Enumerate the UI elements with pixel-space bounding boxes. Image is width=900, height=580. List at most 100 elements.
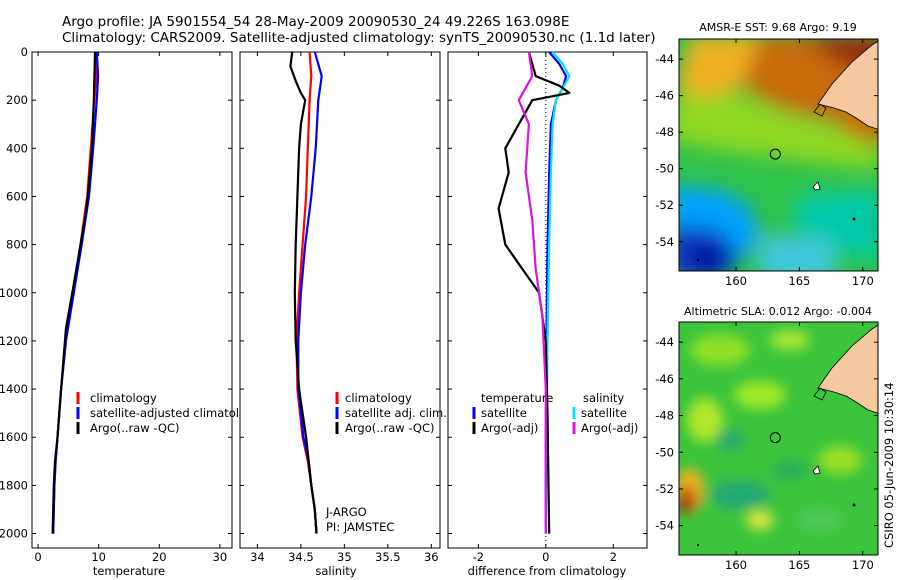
lon-tick-label: 170 [852, 274, 874, 288]
sla-field [679, 322, 878, 555]
figure-title-line1: Argo profile: JA 5901554_54 28-May-2009 … [62, 14, 569, 30]
sst-map-frame [678, 38, 879, 272]
island-dot [852, 503, 856, 507]
lat-tick-label: -48 [655, 125, 674, 139]
profile-location-marker [769, 148, 781, 160]
timestamp-vertical: CSIRO 05-Jun-2009 10:30:14 [882, 382, 896, 548]
sla-map-frame [678, 321, 879, 556]
x-tick-label: 20 [152, 550, 167, 564]
lon-tick-label: 160 [725, 558, 747, 572]
legend-label-satellite-adj: satellite adj. clim. [345, 406, 447, 420]
salinity-legend: climatology satellite adj. clim. Argo(..… [335, 391, 447, 435]
depth-tick-label: 200 [6, 93, 28, 107]
land-new-zealand [817, 324, 878, 414]
lat-tick-label: -54 [655, 519, 674, 533]
legend-label-argo: Argo(..raw -QC) [345, 421, 435, 435]
lat-tick-label: -46 [655, 89, 674, 103]
series-line-black [51, 51, 97, 534]
series-line-black [289, 51, 318, 534]
lat-tick-label: -50 [655, 162, 674, 176]
lat-tick-label: -54 [655, 235, 674, 249]
pi-annotation: PI: JAMSTEC [326, 520, 394, 534]
x-tick-label: 35.5 [375, 550, 401, 564]
legend-header-temperature: temperature [481, 391, 553, 405]
salinity-panel: 34 34.5 35 35.5 36 salinity climatology sate… [239, 51, 447, 578]
island-dot [852, 217, 856, 221]
legend-label-climatology: climatology [90, 391, 157, 405]
difference-x-axis: -2 0 2 [473, 52, 617, 564]
legend-label-argo: Argo(..raw -QC) [90, 421, 180, 435]
salinity-depth-ticks [240, 51, 440, 535]
temperature-axis-label: temperature [93, 564, 165, 578]
x-tick-label: 36 [424, 550, 439, 564]
sst-field [679, 39, 878, 271]
temperature-panel: 0 200 400 600 800 1000 1200 1400 1600 1800 2000 0 1… [0, 45, 260, 578]
profile-location-marker [769, 432, 781, 444]
sst-map-panel: AMSR-E SST: 9.68 Argo: 9.19 -44 -46 -48 -50… [655, 21, 879, 288]
x-tick-label: -2 [473, 550, 484, 564]
legend-label-climatology: climatology [345, 391, 412, 405]
x-tick-label: 35 [337, 550, 352, 564]
lon-tick-label: 165 [788, 558, 810, 572]
sla-map-axes: -44 -46 -48 -50 -52 -54 160 165 170 [655, 322, 878, 572]
x-tick-label: 34.5 [288, 550, 314, 564]
land-new-zealand [817, 40, 878, 130]
sla-map-panel: Altimetric SLA: 0.012 Argo: -0.004 [655, 305, 879, 572]
temperature-legend: climatology satellite-adjusted climatolo… [76, 391, 260, 435]
salinity-axis-label: salinity [315, 564, 356, 578]
x-tick-label: 0 [542, 550, 549, 564]
lat-tick-label: -46 [655, 372, 674, 386]
difference-axis-label: difference from climatology [468, 564, 627, 578]
depth-tick-label: 800 [6, 238, 28, 252]
program-annotation: J-ARGO [325, 505, 367, 519]
difference-depth-ticks [448, 51, 647, 535]
depth-tick-label: 1800 [0, 478, 28, 492]
temperature-x-axis: 0 10 20 30 [34, 52, 227, 564]
depth-tick-label: 400 [6, 141, 28, 155]
legend-label-temp-satellite: satellite [481, 406, 527, 420]
x-tick-label: 10 [91, 550, 106, 564]
island-dot [696, 543, 700, 547]
lat-tick-label: -50 [655, 445, 674, 459]
lat-tick-label: -52 [655, 198, 674, 212]
island-outline [812, 181, 821, 191]
island-outline [812, 465, 821, 475]
lon-tick-label: 170 [852, 558, 874, 572]
figure-title-line2: Climatology: CARS2009. Satellite-adjuste… [62, 30, 655, 46]
sla-map-title: Altimetric SLA: 0.012 Argo: -0.004 [684, 305, 872, 318]
depth-tick-label: 1400 [0, 382, 28, 396]
lon-tick-label: 165 [788, 274, 810, 288]
difference-legend: temperature satellite Argo(-adj) salinit… [472, 391, 638, 435]
lat-tick-label: -52 [655, 482, 674, 496]
depth-tick-label: 2000 [0, 527, 28, 541]
depth-tick-label: 600 [6, 189, 28, 203]
legend-label-temp-argo: Argo(-adj) [481, 421, 538, 435]
x-tick-label: 34 [250, 550, 265, 564]
lat-tick-label: -48 [655, 409, 674, 423]
series-line-magenta [517, 51, 547, 534]
depth-tick-label: 0 [21, 45, 28, 59]
salinity-profiles [289, 51, 323, 534]
legend-label-sal-argo: Argo(-adj) [581, 421, 638, 435]
island-dot [696, 258, 700, 262]
temperature-profiles [51, 51, 100, 534]
difference-panel: -2 0 2 difference from climatology tempera… [447, 51, 648, 578]
depth-axis: 0 200 400 600 800 1000 1200 1400 1600 1800 2000 [0, 45, 232, 541]
legend-label-satellite-adjusted: satellite-adjusted climatology [90, 406, 260, 420]
x-tick-label: 30 [213, 550, 228, 564]
difference-profiles [497, 51, 571, 534]
legend-label-sal-satellite: satellite [581, 406, 627, 420]
x-tick-label: 0 [34, 550, 41, 564]
x-tick-label: 2 [610, 550, 617, 564]
lon-tick-label: 160 [725, 274, 747, 288]
temperature-axes-frame [31, 51, 233, 549]
depth-tick-label: 1200 [0, 334, 28, 348]
lat-tick-label: -44 [655, 52, 674, 66]
salinity-x-axis: 34 34.5 35 35.5 36 [250, 52, 439, 564]
depth-tick-label: 1000 [0, 286, 28, 300]
sst-map-axes: -44 -46 -48 -50 -52 -54 160 165 170 [655, 39, 878, 288]
depth-tick-label: 1600 [0, 430, 28, 444]
salinity-axes-frame [239, 51, 441, 549]
legend-header-salinity: salinity [583, 391, 624, 405]
